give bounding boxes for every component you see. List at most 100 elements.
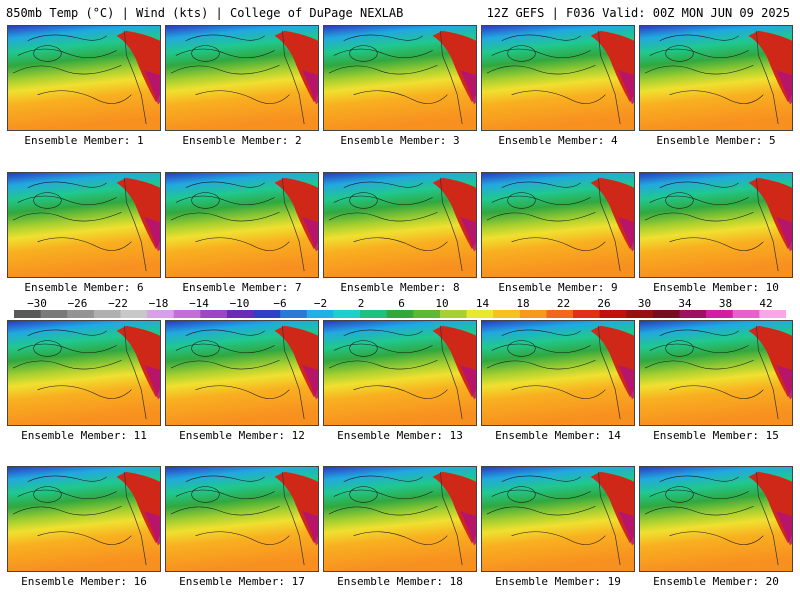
temperature-map: [324, 26, 476, 130]
ensemble-member-label: Ensemble Member: 9: [498, 281, 618, 294]
colorbar-tick-label: 34: [678, 297, 692, 310]
colorbar-tick-label: 26: [597, 297, 611, 310]
ensemble-member-label: Ensemble Member: 6: [24, 281, 144, 294]
ensemble-member-map: [7, 25, 161, 131]
temperature-map: [324, 173, 476, 277]
colorbar-tick-label: −10: [229, 297, 250, 310]
colorbar-segment: [573, 310, 601, 318]
ensemble-member-label: Ensemble Member: 14: [495, 429, 621, 442]
colorbar-tick-label: 14: [475, 297, 490, 310]
ensemble-member-label: Ensemble Member: 19: [495, 575, 621, 588]
ensemble-member-label: Ensemble Member: 1: [24, 134, 144, 147]
temperature-map: [482, 26, 634, 130]
colorbar-segment: [280, 310, 308, 318]
colorbar-segment: [519, 310, 547, 318]
colorbar-segment: [413, 310, 441, 318]
colorbar-tick-label: 18: [516, 297, 530, 310]
colorbar-segment: [599, 310, 627, 318]
temperature-map: [166, 321, 318, 425]
colorbar-segment: [253, 310, 281, 318]
colorbar-segment: [546, 310, 574, 318]
temperature-map: [482, 467, 634, 571]
ensemble-member-map: [481, 172, 635, 278]
colorbar-tick-label: −26: [67, 297, 88, 310]
colorbar-tick-label: 10: [435, 297, 449, 310]
temperature-map: [8, 467, 160, 571]
ensemble-member-map: [323, 320, 477, 426]
colorbar-segment: [120, 310, 148, 318]
colorbar-tick-label: −6: [273, 297, 287, 310]
colorbar-segment: [386, 310, 414, 318]
colorbar-tick-label: 6: [398, 297, 405, 310]
colorbar-segment: [360, 310, 388, 318]
temperature-map: [8, 321, 160, 425]
ensemble-member-map: [639, 466, 793, 572]
colorbar-segment: [679, 310, 707, 318]
colorbar-tick-label: −22: [108, 297, 128, 310]
ensemble-member-map: [323, 172, 477, 278]
colorbar-tick-label: 2: [357, 297, 365, 310]
colorbar-tick-label: 38: [718, 297, 733, 310]
temperature-map: [640, 321, 792, 425]
ensemble-member-map: [165, 172, 319, 278]
ensemble-member-map: [639, 172, 793, 278]
colorbar-tick-label: −2: [313, 297, 328, 310]
colorbar-segment: [706, 310, 734, 318]
colorbar-segment: [67, 310, 95, 318]
colorbar-segment: [14, 310, 42, 318]
ensemble-member-map: [165, 320, 319, 426]
ensemble-member-label: Ensemble Member: 7: [182, 281, 302, 294]
ensemble-member-map: [481, 25, 635, 131]
temperature-map: [8, 173, 160, 277]
ensemble-member-map: [165, 25, 319, 131]
temperature-map: [482, 173, 634, 277]
colorbar-segment: [493, 310, 521, 318]
ensemble-member-map: [323, 466, 477, 572]
ensemble-member-map: [323, 25, 477, 131]
temperature-map: [640, 467, 792, 571]
ensemble-member-map: [7, 320, 161, 426]
colorbar-tick-label: −30: [27, 297, 47, 310]
colorbar-tick-label: 42: [759, 297, 773, 310]
ensemble-member-map: [7, 466, 161, 572]
ensemble-member-label: Ensemble Member: 8: [340, 281, 460, 294]
colorbar-segment: [226, 310, 255, 318]
map-title: 850mb Temp (°C) | Wind (kts) | College o…: [6, 6, 404, 20]
colorbar-segment: [306, 310, 334, 318]
temperature-map: [166, 26, 318, 130]
colorbar-segment: [626, 310, 654, 318]
colorbar-segment: [652, 310, 681, 318]
ensemble-member-label: Ensemble Member: 3: [340, 134, 460, 147]
ensemble-member-map: [639, 320, 793, 426]
temperature-map: [640, 173, 792, 277]
colorbar-tick-label: −18: [148, 297, 169, 310]
ensemble-member-label: Ensemble Member: 5: [656, 134, 776, 147]
ensemble-member-map: [165, 466, 319, 572]
ensemble-member-label: Ensemble Member: 11: [21, 429, 147, 442]
colorbar-segment: [333, 310, 361, 318]
temperature-map: [166, 467, 318, 571]
colorbar-tick-label: 22: [556, 297, 571, 310]
colorbar-segment: [439, 310, 468, 318]
colorbar-segment: [93, 310, 121, 318]
colorbar-tick-label: −14: [189, 297, 209, 310]
ensemble-member-label: Ensemble Member: 4: [498, 134, 618, 147]
ensemble-member-label: Ensemble Member: 2: [182, 134, 302, 147]
colorbar-segment: [732, 310, 760, 318]
colorbar-segment: [759, 310, 786, 318]
temperature-map: [8, 26, 160, 130]
temperature-map: [166, 173, 318, 277]
temperature-colorbar: [14, 310, 786, 318]
temperature-map: [482, 321, 634, 425]
ensemble-member-label: Ensemble Member: 10: [653, 281, 779, 294]
colorbar-segment: [40, 310, 68, 318]
temperature-map: [324, 467, 476, 571]
ensemble-member-label: Ensemble Member: 15: [653, 429, 779, 442]
colorbar-segment: [173, 310, 201, 318]
ensemble-member-map: [639, 25, 793, 131]
temperature-map: [324, 321, 476, 425]
colorbar-segment: [147, 310, 175, 318]
ensemble-member-label: Ensemble Member: 12: [179, 429, 305, 442]
model-run-info: 12Z GEFS | F036 Valid: 00Z MON JUN 09 20…: [486, 6, 790, 20]
ensemble-member-label: Ensemble Member: 18: [337, 575, 463, 588]
